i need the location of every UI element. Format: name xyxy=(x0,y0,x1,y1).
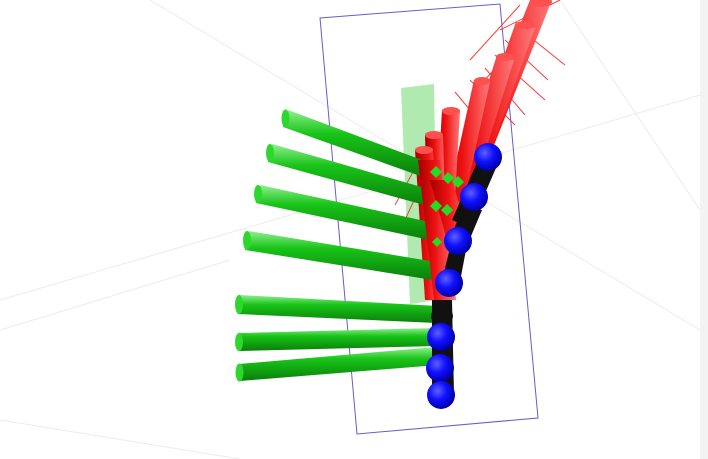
red-link-cap xyxy=(530,0,552,7)
blue-joints xyxy=(426,143,502,409)
joint-sphere xyxy=(474,143,502,171)
red-link-cap xyxy=(415,146,433,154)
red-line xyxy=(469,4,521,61)
green-marker xyxy=(430,200,442,212)
green-marker xyxy=(442,172,454,184)
red-link-cap xyxy=(496,53,514,61)
joint-sphere xyxy=(427,381,455,409)
green-links xyxy=(235,109,438,382)
grid-line xyxy=(0,94,701,301)
green-marker xyxy=(430,166,442,178)
joint-sphere xyxy=(444,227,472,255)
joint-sphere xyxy=(460,183,488,211)
joint-sphere xyxy=(427,323,455,351)
green-link xyxy=(281,109,430,178)
black-joint xyxy=(431,307,453,325)
green-joint-markers xyxy=(430,166,464,247)
grid-line xyxy=(0,259,231,331)
red-line xyxy=(454,91,471,111)
green-marker xyxy=(452,176,464,188)
viewport-edge-strip xyxy=(700,0,708,459)
green-link xyxy=(266,144,432,206)
joint-sphere xyxy=(435,269,463,297)
grid-line xyxy=(559,0,701,211)
green-marker xyxy=(441,204,453,216)
joint-sphere xyxy=(426,354,454,382)
green-link xyxy=(235,347,438,382)
red-link-cap xyxy=(442,107,460,115)
red-link-cap xyxy=(474,77,490,85)
green-link xyxy=(235,295,438,323)
green-link xyxy=(243,231,436,280)
bounding-box xyxy=(319,3,539,435)
red-link-cap xyxy=(425,131,443,139)
green-link xyxy=(235,328,437,351)
red-link-cap xyxy=(515,21,535,29)
green-link xyxy=(254,185,434,240)
green-marker xyxy=(432,237,442,247)
grid-line xyxy=(0,419,241,459)
